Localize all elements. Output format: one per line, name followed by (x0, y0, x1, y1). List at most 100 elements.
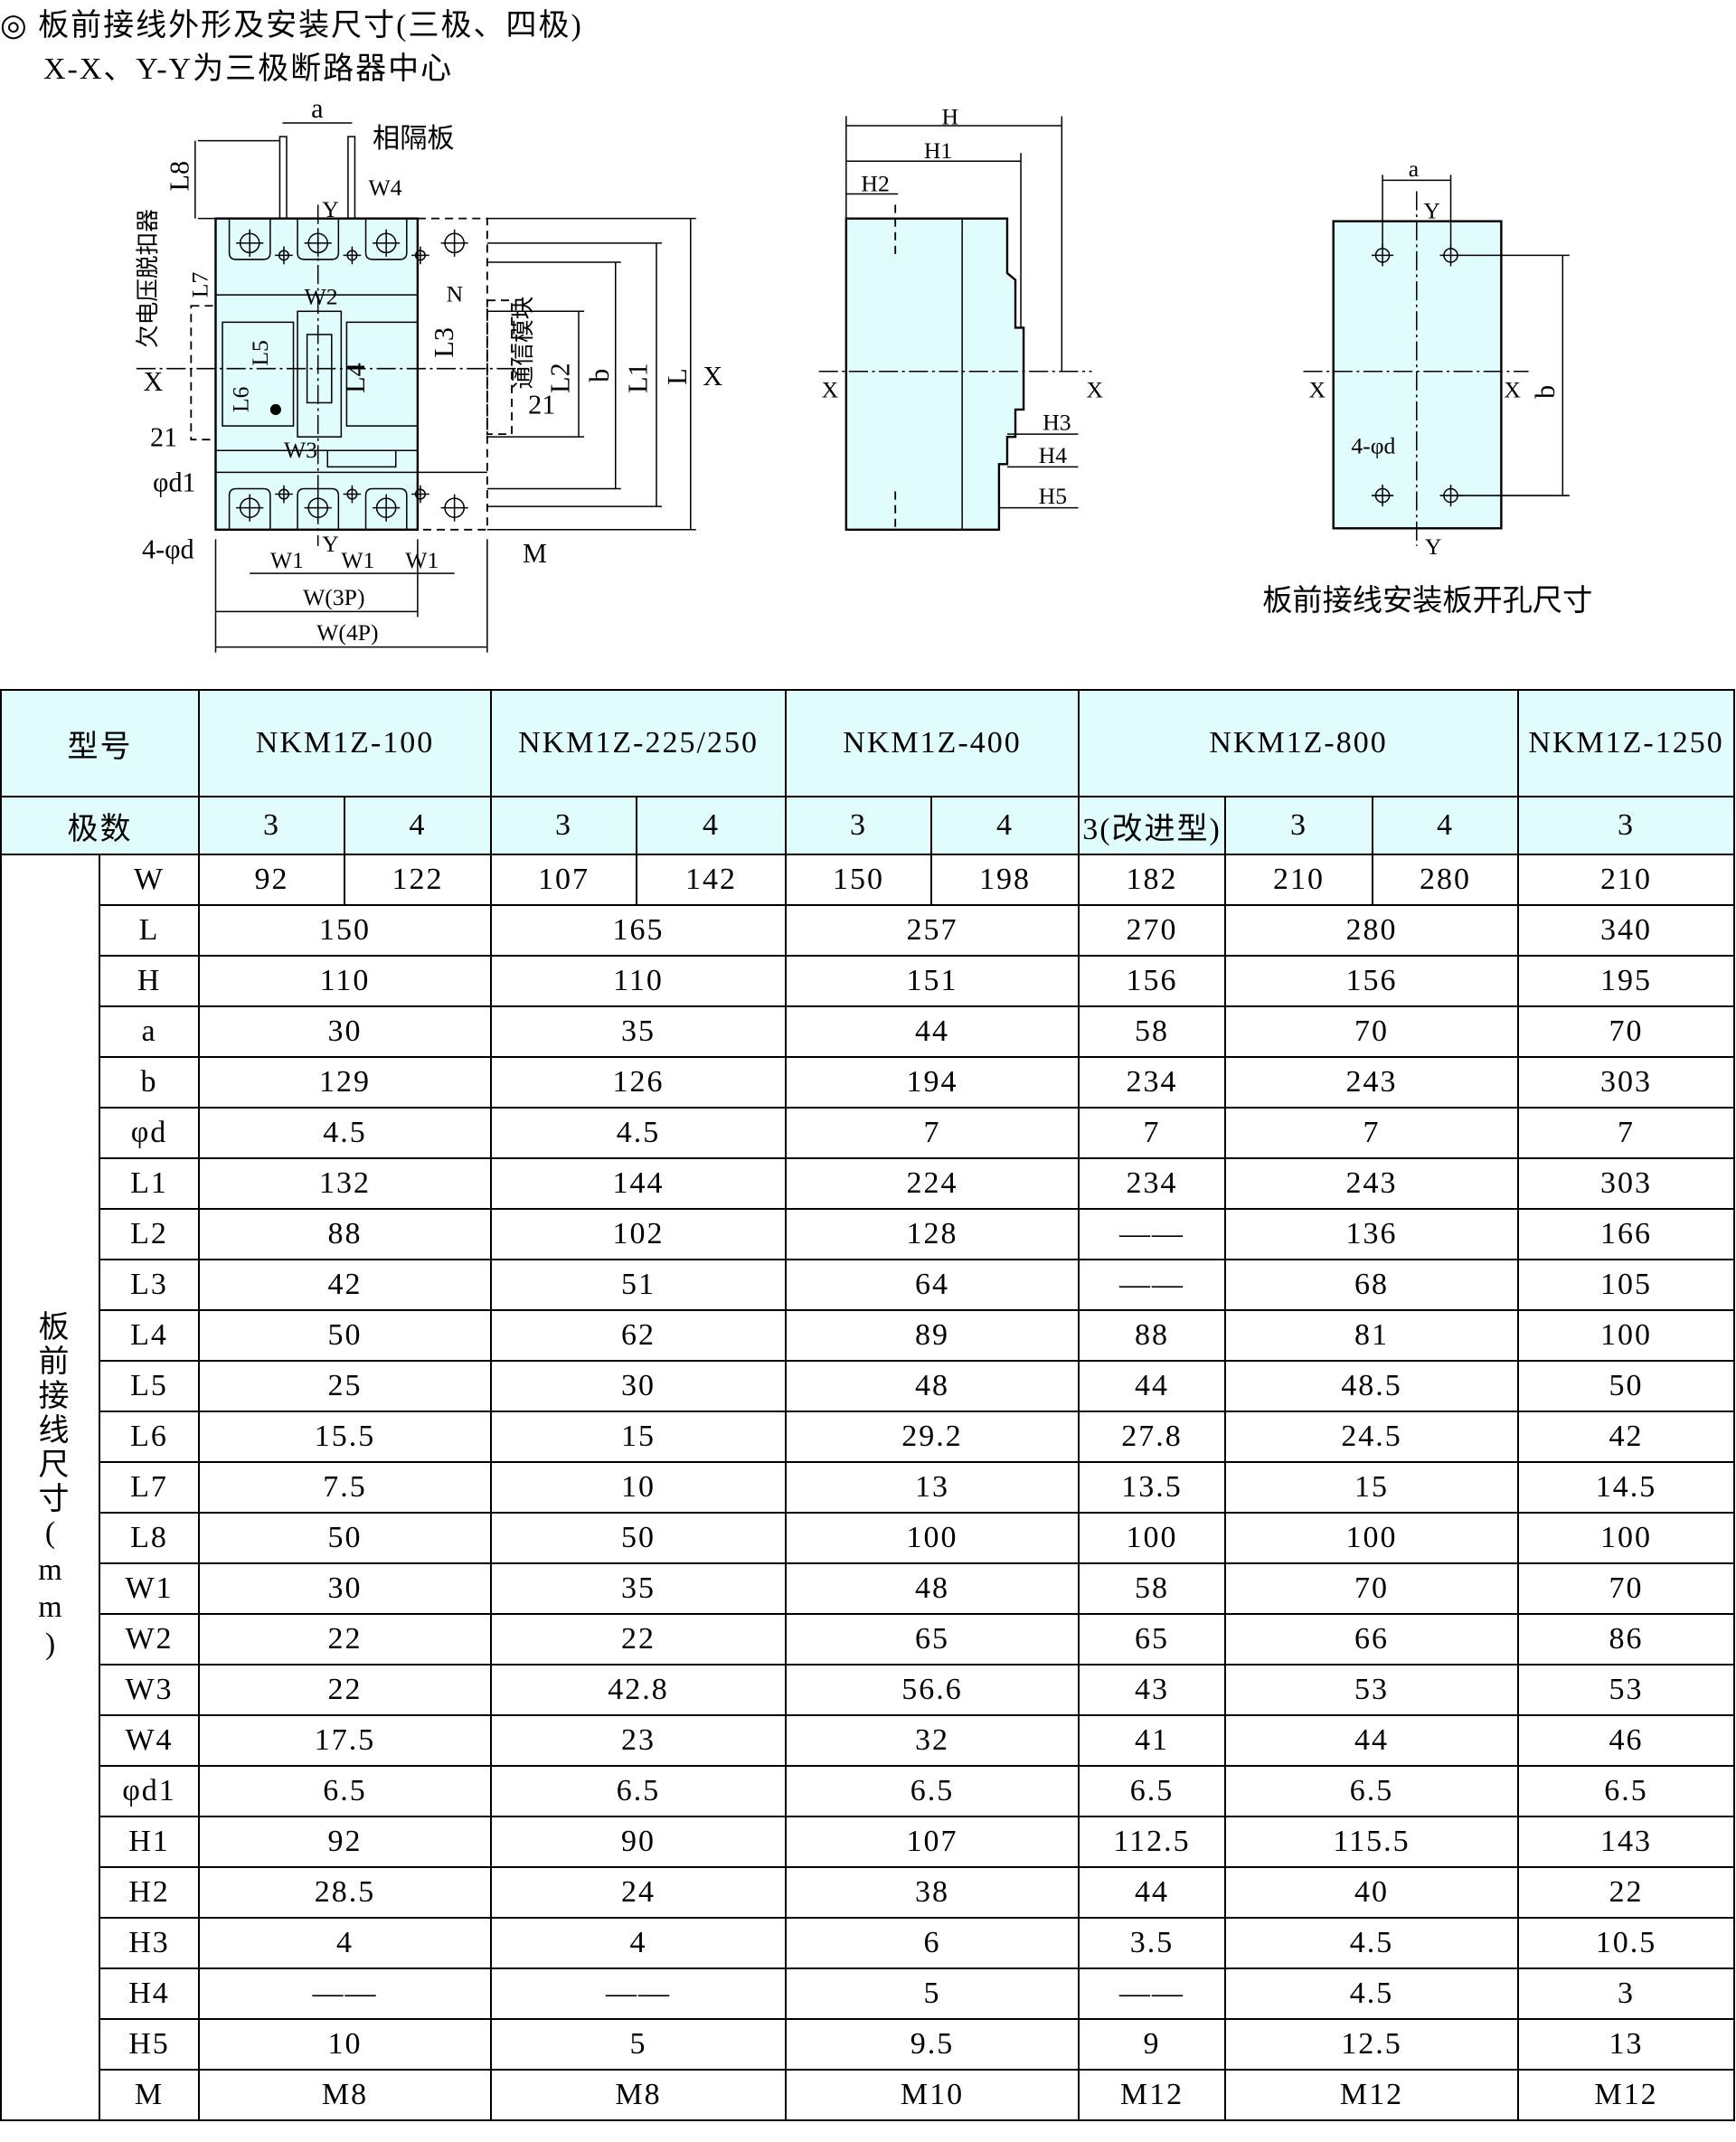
table-row: L8 50 50 100 100 100 100 (1, 1512, 1736, 1564)
value-cell: —— (489, 1967, 788, 2020)
dim-L1: L1 (622, 363, 653, 393)
param-name: H3 (99, 1917, 200, 1969)
terminal-lug (228, 487, 271, 530)
dim-H: H (942, 103, 959, 129)
value-cell: 4 (489, 1917, 788, 1969)
value-cell: —— (1078, 1208, 1227, 1260)
value-cell: 4.5 (1224, 1917, 1520, 1969)
value-cell: 29.2 (785, 1411, 1080, 1463)
value-cell: 50 (1517, 1360, 1736, 1412)
pole-label: 极数 (0, 796, 200, 855)
param-name: L1 (99, 1157, 200, 1210)
dim-W3: W3 (284, 437, 317, 463)
value-cell: 35 (489, 1562, 788, 1615)
side-view-drawing (818, 116, 1092, 532)
param-name: H5 (99, 2018, 200, 2071)
value-cell: 17.5 (198, 1714, 492, 1767)
side-axis-x-right: X (1087, 376, 1104, 402)
value-cell: 224 (785, 1157, 1080, 1210)
value-cell: 166 (1517, 1208, 1736, 1260)
value-cell: 107 (490, 854, 637, 906)
param-name: a (99, 1005, 200, 1058)
value-cell: 50 (198, 1309, 492, 1362)
axis-y-top: Y (322, 196, 339, 222)
table-row: φd1 6.5 6.5 6.5 6.5 6.5 6.5 (1, 1765, 1736, 1817)
param-name: L3 (99, 1259, 200, 1311)
value-cell: —— (1078, 1259, 1227, 1311)
terminal-lug (364, 218, 408, 260)
value-cell: 10 (489, 1461, 788, 1514)
value-cell: 12.5 (1224, 2018, 1520, 2071)
value-cell: 42 (198, 1259, 492, 1311)
value-cell: 122 (344, 854, 492, 906)
value-cell: 30 (198, 1005, 492, 1058)
value-cell: 58 (1078, 1562, 1227, 1615)
side-label: 板前接线尺寸(mm) (0, 854, 100, 2121)
label-partition: 相隔板 (373, 123, 455, 154)
value-cell: M8 (198, 2069, 492, 2121)
value-cell: —— (1078, 1967, 1227, 2020)
value-cell: 151 (785, 955, 1080, 1007)
value-cell: 7.5 (198, 1461, 492, 1514)
value-cell: 100 (1224, 1512, 1520, 1564)
axis-y-bottom: Y (322, 531, 339, 557)
pole-cell: 3 (785, 796, 933, 855)
param-name: L (99, 904, 200, 957)
param-name: W1 (99, 1562, 200, 1615)
panel-dim-b: b (1530, 385, 1561, 399)
value-cell: 92 (198, 1816, 492, 1868)
value-cell: 15 (1224, 1461, 1520, 1514)
param-name: M (99, 2069, 200, 2121)
table-row: b 129 126 194 234 243 303 (1, 1056, 1736, 1109)
dim-a: a (311, 93, 323, 124)
table-row: W1 30 35 48 58 70 70 (1, 1562, 1736, 1615)
table-row: a 30 35 44 58 70 70 (1, 1005, 1736, 1058)
value-cell: 70 (1224, 1005, 1520, 1058)
value-cell: 48.5 (1224, 1360, 1520, 1412)
value-cell: 6.5 (1517, 1765, 1736, 1817)
table-row: H 110 110 151 156 156 195 (1, 955, 1736, 1007)
page-subtitle: X-X、Y-Y为三极断路器中心 (43, 52, 454, 86)
value-cell: 4.5 (198, 1107, 492, 1159)
value-cell: 27.8 (1078, 1411, 1227, 1463)
value-cell: 65 (1078, 1613, 1227, 1665)
panel-dim-a: a (1409, 156, 1420, 182)
value-cell: 9 (1078, 2018, 1227, 2071)
value-cell: 66 (1224, 1613, 1520, 1665)
param-name: W (99, 854, 200, 906)
pole-cell: 4 (930, 796, 1080, 855)
dim-L: L (662, 368, 693, 384)
value-cell: 150 (785, 854, 933, 906)
value-cell: 51 (489, 1259, 788, 1311)
value-cell: 10.5 (1517, 1917, 1736, 1969)
panel-dim-holes: 4-φd (1351, 432, 1395, 458)
value-cell: 4 (198, 1917, 492, 1969)
value-cell: 3 (1517, 1967, 1736, 2020)
value-cell: 150 (198, 904, 492, 957)
value-cell: 100 (1517, 1309, 1736, 1362)
value-cell: 53 (1517, 1664, 1736, 1716)
param-name: φd (99, 1107, 200, 1159)
dim-W1-3: W1 (405, 547, 439, 573)
value-cell: 90 (489, 1816, 788, 1868)
value-cell: 14.5 (1517, 1461, 1736, 1514)
table-row: H4 —— —— 5 —— 4.5 3 (1, 1967, 1736, 2020)
value-cell: 28.5 (198, 1866, 492, 1919)
value-cell: 257 (785, 904, 1080, 957)
value-cell: 5 (785, 1967, 1080, 2020)
model-header: NKM1Z-800 (1078, 689, 1520, 797)
value-cell: 22 (1517, 1866, 1736, 1919)
dim-H1: H1 (924, 137, 952, 164)
model-header: NKM1Z-1250 (1517, 689, 1736, 797)
pole-cell: 4 (635, 796, 788, 855)
dim-L7: L7 (186, 272, 212, 298)
value-cell: 136 (1224, 1208, 1520, 1260)
dim-L3: L3 (429, 327, 459, 358)
panel-axis-y-bottom: Y (1425, 533, 1442, 560)
value-cell: 234 (1078, 1157, 1227, 1210)
value-cell: 340 (1517, 904, 1736, 957)
table-row: 板前接线尺寸(mm) W 92 122 107 142 150 198 182 210 280 210 (0, 854, 1736, 2121)
param-name: L5 (99, 1360, 200, 1412)
table-row: W2 22 22 65 65 66 86 (1, 1613, 1736, 1665)
value-cell: M10 (785, 2069, 1080, 2121)
